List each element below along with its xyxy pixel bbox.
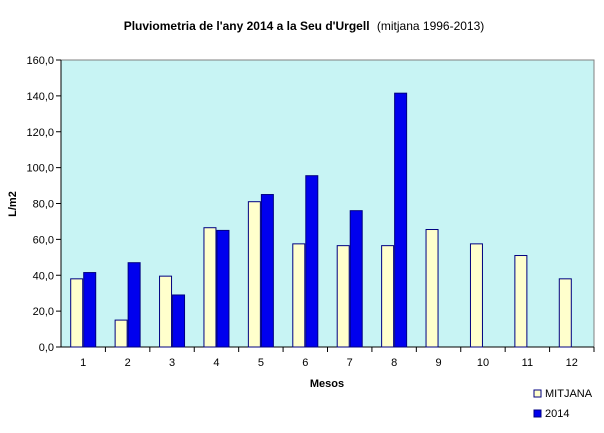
x-tick-label: 1: [80, 357, 86, 369]
x-tick-label: 7: [347, 357, 353, 369]
x-tick-label: 3: [169, 357, 175, 369]
x-tick-label: 11: [522, 357, 533, 369]
legend-swatch: [533, 409, 542, 418]
y-tick-label: 160,0: [26, 55, 54, 67]
bar-mitjana-12: [558, 278, 572, 348]
y-axis-label: L/m2: [7, 191, 19, 217]
bar-2014-6: [305, 175, 319, 348]
bar-mitjana-2: [114, 319, 128, 348]
bar-mitjana-7: [336, 245, 350, 348]
x-tick-label: 4: [213, 357, 219, 369]
chart-subtitle: (mitjana 1996-2013): [377, 19, 484, 33]
bar-mitjana-8: [381, 245, 395, 348]
x-tick-label: 6: [302, 357, 308, 369]
x-tick-label: 8: [391, 357, 397, 369]
legend-label: 2014: [545, 408, 569, 420]
bar-2014-4: [216, 229, 230, 348]
y-tick-label: 100,0: [26, 163, 54, 175]
x-axis-label: Mesos: [310, 378, 344, 390]
chart-title: Pluviometria de l'any 2014 a la Seu d'Ur…: [124, 19, 485, 33]
bar-2014-7: [349, 210, 363, 348]
bar-mitjana-10: [469, 243, 483, 348]
bar-2014-5: [260, 194, 274, 348]
bar-mitjana-1: [70, 278, 84, 348]
chart-title-main: Pluviometria de l'any 2014 a la Seu d'Ur…: [124, 19, 370, 33]
x-tick-label: 12: [566, 357, 578, 369]
y-tick-label: 40,0: [33, 270, 54, 282]
bar-2014-2: [127, 262, 141, 348]
x-tick-label: 9: [435, 357, 441, 369]
y-tick-label: 0,0: [39, 342, 54, 354]
x-tick-label: 10: [477, 357, 489, 369]
bar-2014-3: [172, 294, 186, 348]
bar-mitjana-3: [159, 275, 173, 348]
y-tick-label: 60,0: [33, 234, 54, 246]
y-tick-label: 140,0: [26, 91, 54, 103]
bar-mitjana-9: [425, 229, 439, 348]
bar-2014-1: [83, 272, 97, 348]
bar-2014-8: [394, 92, 408, 348]
legend: MITJANA 2014: [533, 388, 593, 420]
x-tick-label: 2: [125, 357, 131, 369]
bar-mitjana-11: [514, 255, 528, 348]
legend-swatch: [533, 389, 542, 398]
bar-mitjana-4: [203, 227, 217, 348]
y-tick-label: 120,0: [26, 127, 54, 139]
legend-label: MITJANA: [545, 388, 593, 400]
bar-mitjana-6: [292, 243, 306, 348]
x-tick-label: 5: [258, 357, 264, 369]
plot-area: 0,0 20,0 40,0 60,0 80,0 100,0 120,0 140,0 160,0 1…: [26, 55, 595, 369]
y-tick-label: 20,0: [33, 306, 54, 318]
bar-mitjana-5: [247, 201, 261, 348]
y-tick-label: 80,0: [33, 199, 54, 211]
plot-background: [60, 59, 595, 348]
